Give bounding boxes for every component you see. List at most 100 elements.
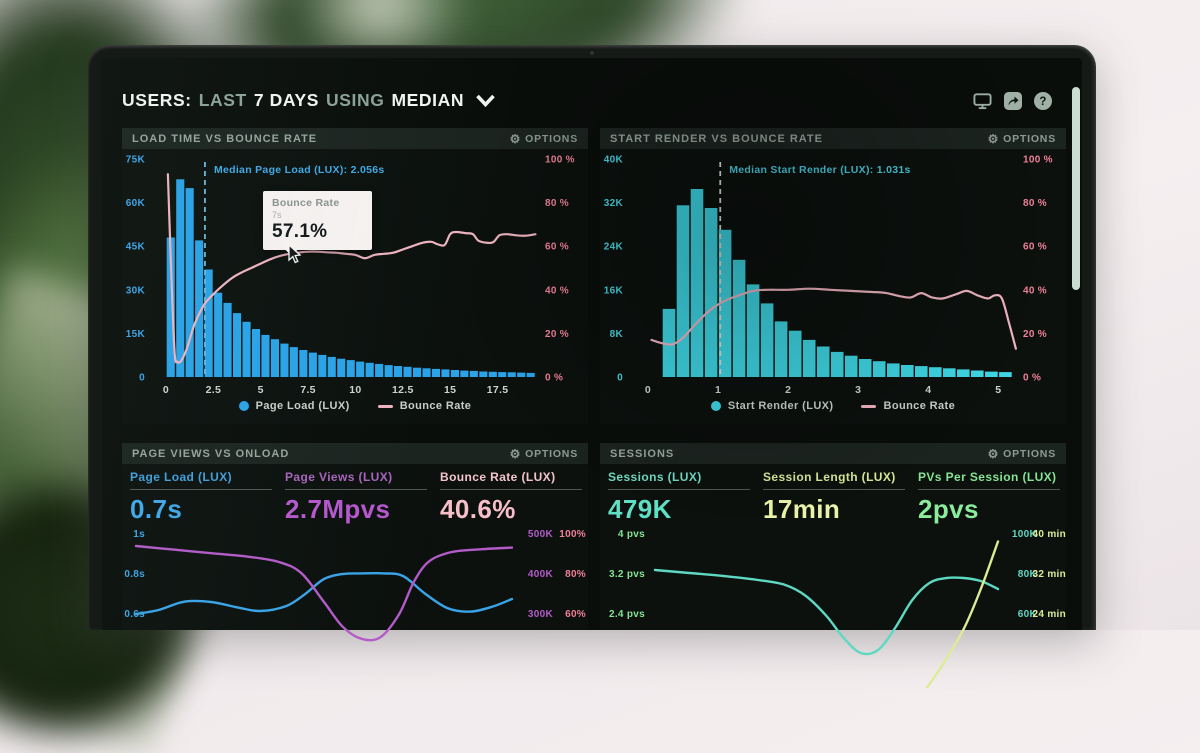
legend-marker	[238, 401, 249, 411]
svg-text:15: 15	[444, 384, 456, 396]
chart-legend: Page Load (LUX) Bounce Rate	[122, 400, 588, 412]
chevron-down-icon[interactable]	[475, 94, 496, 107]
dashboard-header: USERS: LAST 7 DAYS USING MEDIAN ?	[122, 90, 1062, 111]
svg-text:2: 2	[785, 384, 791, 396]
metric-value: 0.7s	[130, 494, 183, 524]
options-button[interactable]: ⚙ OPTIONS	[509, 131, 578, 146]
svg-text:60K: 60K	[1018, 609, 1038, 620]
metric-2: Session Length (LUX) 17min	[763, 470, 905, 525]
svg-text:80%: 80%	[565, 569, 586, 580]
title-word: LAST	[198, 90, 247, 110]
trend-line	[653, 568, 1000, 656]
svg-text:7.5: 7.5	[300, 384, 316, 396]
mouse-cursor	[288, 245, 302, 264]
metric-value: 2pvs	[918, 494, 979, 524]
svg-text:0.8s: 0.8s	[124, 569, 145, 580]
legend-item[interactable]: Bounce Rate	[377, 400, 472, 412]
trend-line	[925, 540, 1000, 688]
svg-text:100 %: 100 %	[545, 155, 575, 166]
svg-text:60K: 60K	[126, 198, 146, 209]
svg-text:0: 0	[139, 373, 145, 384]
svg-text:40 %: 40 %	[1023, 285, 1047, 296]
svg-text:45K: 45K	[126, 242, 146, 253]
metric-label: Bounce Rate (LUX)	[440, 470, 556, 484]
chart-legend: Start Render (LUX) Bounce Rate	[600, 400, 1066, 412]
help-icon[interactable]: ?	[1033, 91, 1052, 110]
page-views-chart[interactable]: 1s 0.8s 0.6s 500K 100% 400K 80% 300K 60%	[122, 528, 588, 688]
start-render-chart[interactable]: 40K 32K 24K 16K 8K 0 100 % 80 % 60 % 40 % 20 % 0 % M…	[600, 149, 1066, 399]
metric-divider	[608, 489, 750, 490]
svg-text:0 %: 0 %	[1023, 373, 1041, 384]
svg-text:Median Start Render (LUX): 1.0: Median Start Render (LUX): 1.031s	[729, 164, 910, 176]
scrollbar[interactable]	[1072, 87, 1080, 290]
svg-text:400K: 400K	[528, 569, 554, 580]
panel-page-views: PAGE VIEWS VS ONLOAD ⚙ OPTIONS Page Load …	[122, 443, 588, 642]
metric-value: 40.6%	[440, 494, 516, 524]
legend-label: Bounce Rate	[883, 400, 956, 412]
title-word: MEDIAN	[391, 90, 465, 110]
svg-text:1s: 1s	[133, 529, 145, 540]
panel-title: LOAD TIME VS BOUNCE RATE	[132, 132, 318, 145]
bounce-rate-line	[166, 173, 537, 364]
legend-marker	[861, 404, 877, 408]
trend-line	[134, 544, 514, 642]
svg-text:0: 0	[617, 373, 623, 384]
display-icon[interactable]	[973, 92, 992, 110]
legend-marker	[710, 401, 721, 411]
svg-text:20 %: 20 %	[545, 329, 569, 340]
svg-text:500K: 500K	[528, 529, 554, 540]
toolbar-icons: ?	[973, 91, 1062, 110]
page-title: USERS: LAST 7 DAYS USING MEDIAN	[122, 90, 471, 111]
metric-3: PVs Per Session (LUX) 2pvs	[918, 470, 1060, 525]
svg-text:Median Page Load (LUX): 2.056s: Median Page Load (LUX): 2.056s	[214, 164, 385, 176]
svg-text:24K: 24K	[604, 242, 624, 253]
chart-tooltip: Bounce Rate 7s 57.1%	[263, 191, 372, 250]
svg-text:20 %: 20 %	[1023, 329, 1047, 340]
metric-3: Bounce Rate (LUX) 40.6%	[440, 470, 582, 525]
svg-text:3.2 pvs: 3.2 pvs	[609, 569, 645, 580]
legend-label: Bounce Rate	[399, 400, 472, 412]
gear-icon: ⚙	[509, 131, 522, 146]
panel-start-render: START RENDER VS BOUNCE RATE ⚙ OPTIONS 40K…	[600, 128, 1066, 424]
legend-marker	[377, 404, 393, 408]
options-button[interactable]: ⚙ OPTIONS	[987, 446, 1056, 461]
svg-text:0.6s: 0.6s	[124, 609, 145, 620]
panel-header: LOAD TIME VS BOUNCE RATE ⚙ OPTIONS	[122, 128, 588, 149]
tooltip-title: Bounce Rate	[272, 197, 340, 209]
tooltip-subtitle: 7s	[272, 210, 282, 220]
metrics-row: Sessions (LUX) 479K Session Length (LUX) 17…	[608, 470, 1066, 528]
legend-item[interactable]: Bounce Rate	[861, 400, 955, 412]
svg-text:2.5: 2.5	[206, 384, 222, 396]
median-marker: Median Page Load (LUX): 2.056s	[204, 162, 385, 377]
svg-text:10: 10	[349, 384, 361, 396]
mini-axis-labels: 1s 0.8s 0.6s 500K 100% 400K 80% 300K 60%	[124, 529, 586, 620]
load-time-chart[interactable]: 75K 60K 45K 30K 15K 0 100 % 80 % 60 % 40 % 20 % 0 %…	[122, 149, 588, 399]
panel-title: PAGE VIEWS VS ONLOAD	[132, 447, 290, 460]
metric-label: Page Load (LUX)	[130, 470, 233, 484]
svg-text:100 %: 100 %	[1023, 155, 1053, 166]
panel-body	[600, 464, 1066, 630]
svg-text:80 %: 80 %	[545, 198, 569, 209]
gear-icon: ⚙	[987, 446, 1000, 461]
share-icon[interactable]	[1003, 91, 1022, 110]
svg-text:16K: 16K	[604, 285, 624, 296]
options-button[interactable]: ⚙ OPTIONS	[509, 446, 578, 461]
svg-text:15K: 15K	[126, 329, 146, 340]
panel-title: START RENDER VS BOUNCE RATE	[610, 132, 823, 145]
title-word: USING	[326, 90, 385, 110]
legend-item[interactable]: Start Render (LUX)	[710, 400, 834, 412]
legend-item[interactable]: Page Load (LUX)	[238, 400, 350, 412]
options-button[interactable]: ⚙ OPTIONS	[987, 131, 1056, 146]
panel-sessions: SESSIONS ⚙ OPTIONS Sessions (LUX) 479K Sess…	[600, 443, 1066, 688]
svg-text:0: 0	[645, 384, 651, 396]
y-axis-labels: 75K 60K 45K 30K 15K 0 100 % 80 % 60 % 40 % 20 % 0 %	[126, 155, 575, 384]
svg-text:4 pvs: 4 pvs	[618, 529, 645, 540]
median-marker: Median Start Render (LUX): 1.031s	[719, 162, 910, 377]
histogram-bars	[166, 179, 535, 377]
svg-text:40 min: 40 min	[1033, 529, 1066, 540]
metric-divider	[440, 489, 582, 490]
svg-text:3: 3	[855, 384, 861, 396]
bounce-rate-line	[650, 287, 1017, 350]
